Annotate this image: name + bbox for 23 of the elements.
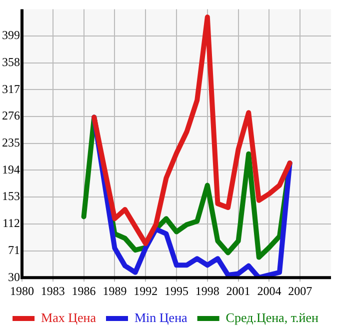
y-tick-label: 235 (2, 136, 20, 150)
x-tick-label: 1983 (40, 284, 65, 298)
y-tick-label: 399 (2, 28, 20, 42)
y-tick-label: 317 (2, 82, 20, 96)
x-tick-label: 2007 (288, 284, 312, 298)
y-tick-label: 194 (2, 162, 20, 176)
y-tick-label: 112 (2, 216, 20, 230)
legend-label: Сред.Цена, т.йен (226, 310, 319, 325)
x-tick-label: 1995 (164, 284, 188, 298)
x-tick-label: 1989 (102, 284, 127, 298)
y-tick-label: 358 (2, 55, 20, 70)
x-tick-label: 1992 (134, 284, 158, 298)
x-tick-label: 1980 (10, 284, 34, 298)
x-tick-label: 1998 (195, 284, 220, 298)
y-tick-label: 71 (8, 242, 20, 257)
x-tick-label: 2001 (226, 284, 250, 298)
legend-label: Max Цена (41, 310, 96, 325)
x-tick-label: 2004 (257, 284, 282, 298)
x-tick-label: 1986 (72, 284, 96, 298)
y-tick-label: 153 (2, 189, 20, 204)
y-tick-label: 30 (8, 270, 20, 284)
y-tick-label: 276 (2, 108, 20, 123)
legend-label: Min Цена (134, 310, 188, 325)
